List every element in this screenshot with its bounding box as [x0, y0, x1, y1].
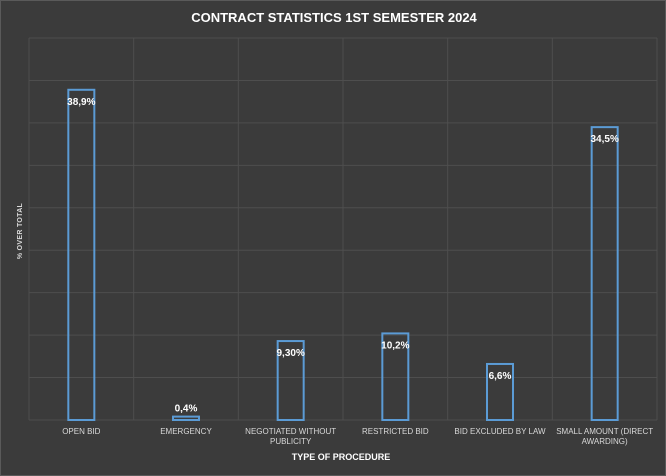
- bar: [67, 88, 96, 421]
- bar: [172, 415, 200, 421]
- category-label: SMALL AMOUNT (DIRECT AWARDING): [556, 427, 653, 446]
- data-label: 0,4%: [175, 404, 198, 415]
- category-label: EMERGENCY: [160, 427, 212, 436]
- category-label: OPEN BID: [62, 427, 100, 436]
- category-label: RESTRICTED BID: [362, 427, 429, 436]
- category-label: NEGOTIATED WITHOUT PUBLICITY: [245, 427, 336, 446]
- x-axis-title: TYPE OF PROCEDURE: [292, 452, 391, 462]
- bars: [67, 88, 619, 422]
- category-label: BID EXCLUDED BY LAW: [454, 427, 546, 436]
- grid-lines: [28, 37, 658, 421]
- data-label: 6,6%: [489, 371, 512, 382]
- data-label: 38,9%: [67, 97, 95, 108]
- bar: [486, 362, 514, 421]
- data-label: 9,30%: [276, 348, 304, 359]
- y-axis-title: % OVER TOTAL: [17, 202, 24, 259]
- chart-title: CONTRACT STATISTICS 1ST SEMESTER 2024: [191, 10, 477, 25]
- category-labels: OPEN BID EMERGENCY NEGOTIATED WITHOUT PUBLI…: [62, 427, 653, 446]
- bar: [276, 340, 305, 422]
- data-label: 34,5%: [590, 134, 618, 145]
- data-labels: 38,9% 0,4% 9,30% 10,2% 6,6% 34,5%: [67, 97, 619, 415]
- bar: [381, 332, 410, 421]
- bar: [590, 126, 619, 421]
- data-label: 10,2%: [381, 340, 409, 351]
